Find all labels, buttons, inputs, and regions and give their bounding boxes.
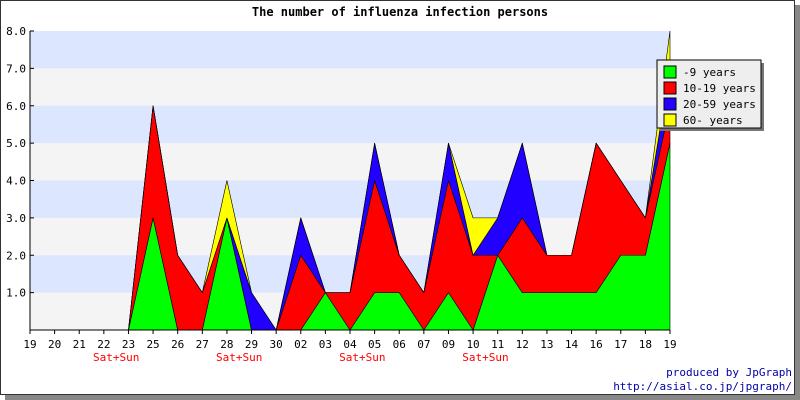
y-tick-label: 3.0 bbox=[6, 212, 26, 225]
y-tick-label: 8.0 bbox=[6, 25, 26, 38]
x-tick-label: 23 bbox=[122, 338, 135, 351]
y-tick-label: 7.0 bbox=[6, 62, 26, 75]
x-tick-label: 04 bbox=[343, 338, 357, 351]
legend-label: 60- years bbox=[683, 114, 743, 127]
x-tick-label: 28 bbox=[220, 338, 233, 351]
y-tick-label: 2.0 bbox=[6, 249, 26, 262]
x-tick-label: 22 bbox=[97, 338, 110, 351]
x-tick-label: 19 bbox=[663, 338, 676, 351]
y-tick-label: 1.0 bbox=[6, 287, 26, 300]
credit-producer[interactable]: produced by JpGraph bbox=[666, 366, 792, 379]
legend-label: -9 years bbox=[683, 66, 736, 79]
x-tick-label: 19 bbox=[23, 338, 36, 351]
legend-label: 20-59 years bbox=[683, 98, 756, 111]
area-series-4 bbox=[29, 30, 671, 331]
x-tick-label: 27 bbox=[196, 338, 209, 351]
weekend-label: Sat+Sun bbox=[216, 351, 262, 364]
grid-band bbox=[30, 105, 670, 144]
x-tick-label: 10 bbox=[466, 338, 479, 351]
grid-band bbox=[30, 180, 670, 218]
legend-swatch bbox=[663, 81, 677, 95]
weekend-label: Sat+Sun bbox=[339, 351, 385, 364]
x-tick-label: 09 bbox=[442, 338, 455, 351]
x-tick-label: 17 bbox=[614, 338, 627, 351]
x-tick-label: 06 bbox=[393, 338, 406, 351]
legend: -9 years 10-19 years 20-59 years 60- years bbox=[656, 59, 764, 131]
x-tick-label: 20 bbox=[48, 338, 61, 351]
y-tick-label: 5.0 bbox=[6, 137, 26, 150]
x-tick-label: 21 bbox=[73, 338, 86, 351]
x-tick-label: 30 bbox=[270, 338, 283, 351]
x-tick-label: 25 bbox=[146, 338, 159, 351]
y-tick-label: 4.0 bbox=[6, 175, 26, 188]
x-tick-label: 12 bbox=[516, 338, 529, 351]
y-tick-label: 6.0 bbox=[6, 100, 26, 113]
x-tick-label: 26 bbox=[171, 338, 184, 351]
legend-swatch bbox=[663, 97, 677, 111]
x-tick-label: 02 bbox=[294, 338, 307, 351]
credit-url[interactable]: http://asial.co.jp/jpgraph/ bbox=[613, 380, 792, 393]
axes: 1.0 2.0 3.0 4.0 5.0 6.0 7.0 8.0 19 20 21 22 23 25 26 27… bbox=[6, 25, 677, 364]
x-tick-label: 13 bbox=[540, 338, 553, 351]
x-tick-label: 05 bbox=[368, 338, 381, 351]
x-tick-label: 11 bbox=[491, 338, 504, 351]
x-tick-label: 29 bbox=[245, 338, 258, 351]
weekend-label: Sat+Sun bbox=[93, 351, 139, 364]
x-tick-label: 03 bbox=[319, 338, 332, 351]
x-tick-label: 16 bbox=[590, 338, 603, 351]
legend-label: 10-19 years bbox=[683, 82, 756, 95]
grid-band bbox=[30, 31, 670, 69]
weekend-label: Sat+Sun bbox=[462, 351, 508, 364]
x-tick-label: 18 bbox=[639, 338, 652, 351]
legend-swatch bbox=[663, 113, 677, 127]
legend-swatch bbox=[663, 65, 677, 79]
x-tick-label: 07 bbox=[417, 338, 430, 351]
chart-title: The number of influenza infection person… bbox=[252, 5, 548, 19]
x-tick-label: 14 bbox=[565, 338, 579, 351]
